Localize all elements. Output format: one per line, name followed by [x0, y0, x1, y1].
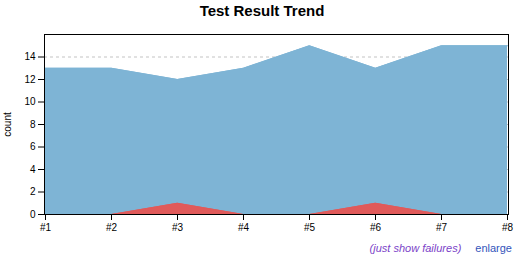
svg-text:10: 10: [24, 96, 36, 107]
svg-text:#5: #5: [304, 222, 316, 233]
svg-text:4: 4: [30, 164, 36, 175]
svg-text:0: 0: [30, 209, 36, 220]
svg-text:#7: #7: [436, 222, 448, 233]
svg-text:#6: #6: [370, 222, 382, 233]
svg-text:#1: #1: [40, 222, 52, 233]
svg-text:12: 12: [24, 74, 36, 85]
html-text:(just show failures): (just show failures): [369, 242, 462, 254]
html-text:Test Result Trend: Test Result Trend: [199, 2, 325, 19]
svg-text:14: 14: [24, 51, 36, 62]
svg-text:2: 2: [30, 186, 36, 197]
svg-text:6: 6: [30, 141, 36, 152]
svg-text:count: count: [2, 112, 13, 137]
svg-text:#4: #4: [238, 222, 250, 233]
svg-text:#8: #8: [502, 222, 514, 233]
html-text:enlarge: enlarge: [475, 242, 512, 254]
svg-text:#3: #3: [172, 222, 184, 233]
svg-text:#2: #2: [106, 222, 118, 233]
svg-text:8: 8: [30, 119, 36, 130]
